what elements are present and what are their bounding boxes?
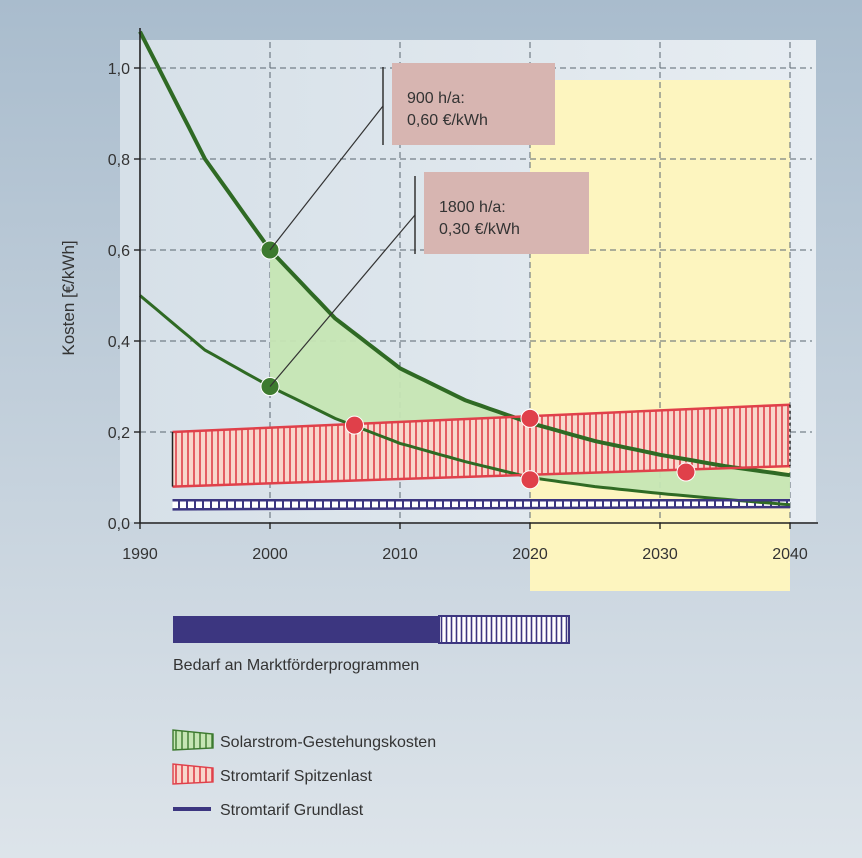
annotation-label: 1800 h/a: — [439, 199, 506, 216]
legend-label: Stromtarif Grundlast — [220, 802, 364, 819]
legend-label: Solarstrom-Gestehungskosten — [220, 734, 436, 751]
y-tick-label: 0,0 — [108, 516, 130, 533]
data-marker — [676, 462, 696, 482]
solar-cost-line — [138, 30, 791, 478]
y-tick-label: 0,2 — [108, 425, 130, 442]
legend-swatch — [172, 729, 214, 751]
annotation-box — [424, 172, 589, 254]
y-tick-label: 0,6 — [108, 243, 130, 260]
x-tick-label: 2040 — [772, 546, 808, 563]
peak-tariff-band — [172, 404, 790, 487]
annotation-leader — [269, 105, 384, 251]
y-tick-label: 1,0 — [108, 61, 130, 78]
data-marker — [345, 415, 364, 435]
peak-tariff-line — [172, 403, 791, 434]
x-tick-label: 1990 — [122, 546, 158, 563]
market-bar-label: Bedarf an Marktförderprogrammen — [173, 657, 419, 674]
annotation-leader — [269, 214, 416, 387]
legend-swatch — [172, 763, 214, 785]
legend-label: Stromtarif Spitzenlast — [220, 768, 373, 785]
annotation-label: 0,60 €/kWh — [407, 112, 488, 129]
x-tick-label: 2000 — [252, 546, 288, 563]
solar-cost-line — [139, 294, 791, 507]
y-tick-label: 0,8 — [108, 152, 130, 169]
x-tick-label: 2030 — [642, 546, 678, 563]
data-marker — [520, 408, 540, 428]
data-marker — [520, 470, 540, 490]
annotation-label: 900 h/a: — [407, 90, 465, 107]
y-tick-label: 0,4 — [108, 334, 130, 351]
base-tariff-line — [172, 505, 791, 511]
annotation-box — [392, 63, 555, 145]
market-bar-hatched — [438, 615, 570, 644]
market-bar-solid — [173, 616, 439, 643]
x-tick-label: 2010 — [382, 546, 418, 563]
annotation-label: 0,30 €/kWh — [439, 221, 520, 238]
x-tick-label: 2020 — [512, 546, 548, 563]
y-axis-label: Kosten [€/kWh] — [59, 240, 78, 355]
